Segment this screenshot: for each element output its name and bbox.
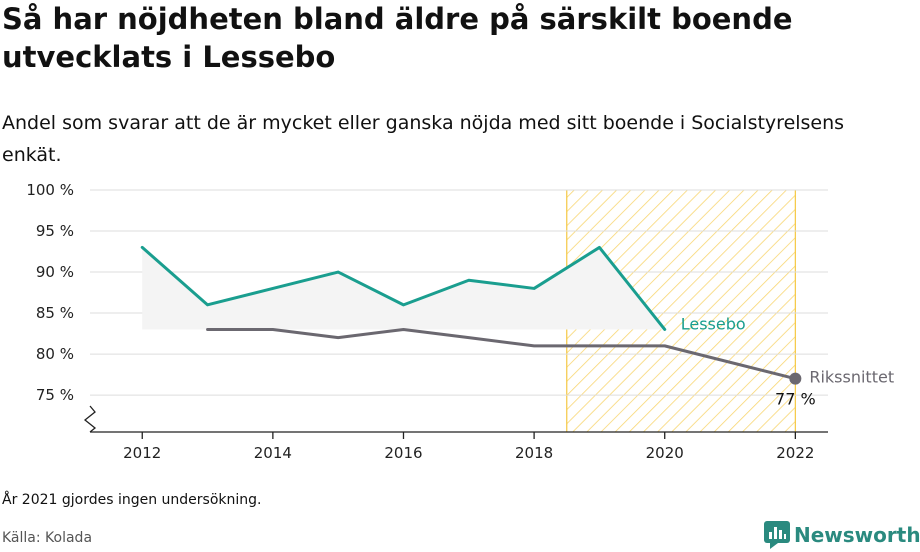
x-tick-label: 2012 <box>123 444 161 462</box>
source-text: Källa: Kolada <box>2 530 93 546</box>
chart-subtitle: Andel som svarar att de är mycket eller … <box>2 112 845 166</box>
x-tick-label: 2020 <box>646 444 684 462</box>
y-tick-label: 80 % <box>36 345 74 363</box>
x-tick-label: 2016 <box>384 444 422 462</box>
x-tick-label: 2014 <box>254 444 292 462</box>
footnote: År 2021 gjordes ingen undersökning. <box>2 492 262 508</box>
end-value-label: 77 % <box>775 390 816 409</box>
y-tick-label: 75 % <box>36 386 74 404</box>
y-tick-label: 100 % <box>26 181 74 199</box>
brand-logo: Newsworthy <box>764 520 920 550</box>
newsworthy-logo-icon <box>764 521 790 549</box>
y-tick-label: 90 % <box>36 263 74 281</box>
series-line-rikssnittet <box>206 327 797 381</box>
series-label-lessebo: Lessebo <box>681 314 746 333</box>
series-line-lessebo <box>140 245 667 331</box>
y-tick-label: 95 % <box>36 222 74 240</box>
chart-title: Så har nöjdheten bland äldre på särskilt… <box>2 2 793 74</box>
y-tick-label: 85 % <box>36 304 74 322</box>
x-tick-label: 2018 <box>515 444 553 462</box>
series-label-rikssnittet: Rikssnittet <box>809 368 894 387</box>
brand-name: Newsworthy <box>794 523 920 547</box>
end-point-marker <box>789 372 802 385</box>
series-gap-band <box>142 247 665 330</box>
line-chart: 75 % 80 % 85 % 90 % 95 % 100 % 2012 2014… <box>26 181 894 462</box>
axis-break-mark <box>83 405 97 433</box>
x-tick-label: 2022 <box>776 444 814 462</box>
